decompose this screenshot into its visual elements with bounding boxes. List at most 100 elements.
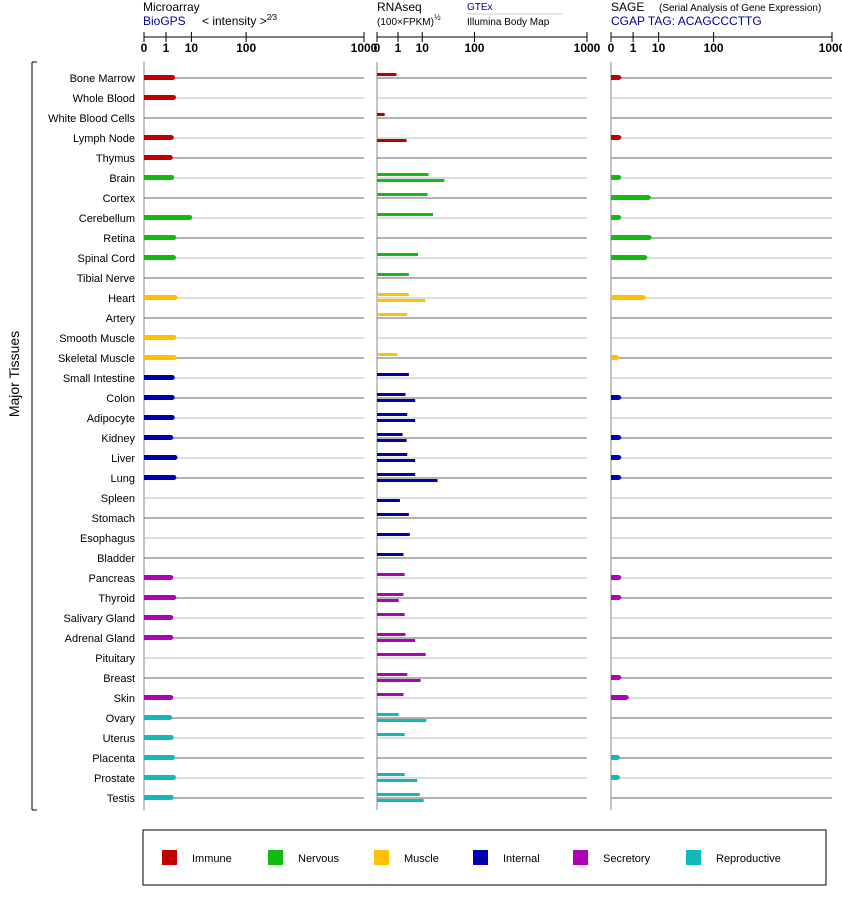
- tissue-label: Pancreas: [89, 573, 136, 585]
- tissue-label: Whole Blood: [73, 93, 135, 105]
- unit-exponent: 2⁄3: [267, 13, 278, 22]
- bar: [377, 273, 409, 276]
- x-tick-label: 100: [464, 41, 484, 55]
- tissue-label: Salivary Gland: [63, 613, 135, 625]
- bar: [611, 135, 620, 140]
- tissue-label: Adrenal Gland: [65, 633, 135, 645]
- tissue-label: Kidney: [101, 433, 135, 445]
- bar: [611, 175, 620, 180]
- bar: [377, 193, 428, 196]
- bar-cap: [616, 595, 622, 600]
- panel-0: 0 1 10 100 1000: [141, 32, 378, 810]
- bar-cap: [616, 455, 622, 460]
- bar-cap: [624, 695, 629, 700]
- tissue-label: Cortex: [103, 193, 136, 205]
- tissue-label: Breast: [103, 673, 135, 685]
- bar-cap: [169, 175, 175, 180]
- legend-label: Internal: [503, 853, 540, 865]
- legend-swatch: [686, 850, 701, 865]
- tissue-label: Liver: [111, 453, 135, 465]
- bar-cap: [171, 595, 177, 600]
- bar: [377, 253, 419, 256]
- panel-source-biogps[interactable]: BioGPS: [143, 14, 186, 28]
- x-tick-label: 100: [236, 41, 256, 55]
- bar: [611, 675, 620, 680]
- bar: [144, 475, 174, 480]
- bar: [144, 155, 171, 160]
- bar: [144, 755, 173, 760]
- legend-item-immune: Immune: [162, 850, 232, 865]
- panel-1: 0 1 10 100 1000: [374, 32, 601, 810]
- bar: [144, 395, 173, 400]
- bar-cap: [168, 735, 174, 740]
- bar: [377, 353, 398, 356]
- bar: [144, 215, 190, 220]
- panel-source-cgap-tag[interactable]: CGAP TAG: ACAGCCCTTG: [611, 14, 762, 28]
- bar: [144, 175, 172, 180]
- panel-unit-rnaseq: (100×FPKM)½: [377, 13, 441, 28]
- x-tick-label: 0: [374, 41, 381, 55]
- bar: [377, 179, 445, 182]
- bar-cap: [169, 375, 175, 380]
- bar: [377, 313, 408, 316]
- panel-title-rnaseq: RNAseq: [377, 0, 422, 14]
- x-tick-label: 1: [630, 41, 637, 55]
- bar: [144, 135, 172, 140]
- bar: [377, 419, 416, 422]
- bar: [144, 255, 174, 260]
- bar: [611, 235, 650, 240]
- legend-label: Nervous: [298, 853, 339, 865]
- panel-2: 0 1 10 100 1000: [608, 32, 842, 810]
- bar: [611, 755, 618, 760]
- bar-cap: [169, 395, 175, 400]
- legend-swatch: [162, 850, 177, 865]
- bar: [377, 213, 434, 216]
- tissue-label: Thyroid: [98, 593, 135, 605]
- bar: [377, 473, 416, 476]
- bar: [144, 795, 172, 800]
- bar: [611, 475, 620, 480]
- bar: [377, 513, 409, 516]
- tissue-label: Ovary: [106, 713, 136, 725]
- bar-cap: [616, 435, 622, 440]
- bar: [377, 793, 420, 796]
- bar-cap: [167, 715, 173, 720]
- bar: [377, 453, 408, 456]
- bar: [144, 695, 171, 700]
- source-gtex[interactable]: GTEx: [467, 2, 493, 13]
- tissue-label: Testis: [107, 793, 136, 805]
- bar: [377, 633, 406, 636]
- bar: [377, 573, 405, 576]
- tissue-label: Lung: [111, 473, 135, 485]
- bar-cap: [616, 175, 622, 180]
- bar: [611, 255, 646, 260]
- bar: [144, 415, 173, 420]
- tissue-label: Retina: [103, 233, 136, 245]
- bar: [144, 95, 174, 100]
- bar: [377, 533, 410, 536]
- bar: [377, 173, 429, 176]
- tissue-bracket: [31, 61, 37, 811]
- bar: [377, 719, 427, 722]
- bar: [611, 75, 620, 80]
- bar: [611, 195, 649, 200]
- legend-label: Immune: [192, 853, 232, 865]
- bar: [611, 595, 620, 600]
- legend-item-nervous: Nervous: [268, 850, 339, 865]
- legend-label: Reproductive: [716, 853, 781, 865]
- panel-header-rnaseq: RNAseq (100×FPKM)½ GTEx Illumina Body Ma…: [377, 0, 562, 28]
- bar-cap: [647, 235, 652, 240]
- source-illumina-body-map: Illumina Body Map: [467, 17, 550, 28]
- tissue-label: Placenta: [92, 753, 136, 765]
- bar: [377, 713, 399, 716]
- bar: [377, 293, 409, 296]
- legend-item-internal: Internal: [473, 850, 540, 865]
- bar-cap: [171, 475, 177, 480]
- bar: [377, 733, 405, 736]
- bar-cap: [167, 155, 173, 160]
- bar: [611, 435, 620, 440]
- bar-cap: [168, 435, 174, 440]
- legend-swatch: [374, 850, 389, 865]
- bar: [144, 575, 171, 580]
- panel-unit-microarray: < intensity >2⁄3: [202, 13, 278, 28]
